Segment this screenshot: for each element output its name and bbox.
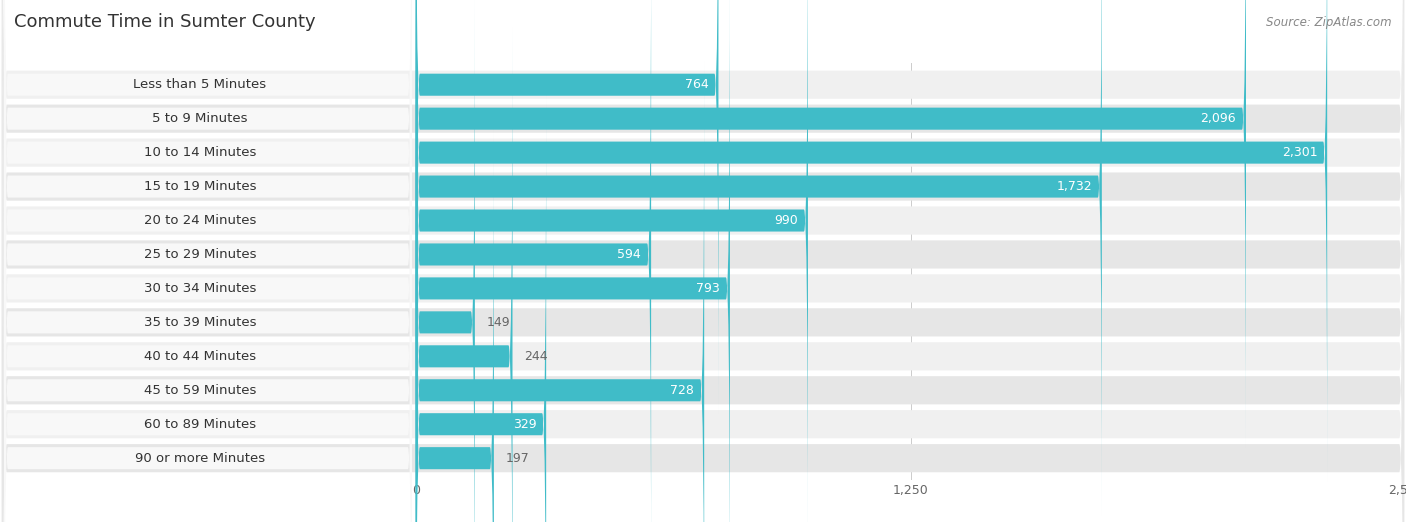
FancyBboxPatch shape [416, 0, 651, 522]
FancyBboxPatch shape [4, 0, 412, 515]
FancyBboxPatch shape [4, 0, 412, 522]
Text: 5 to 9 Minutes: 5 to 9 Minutes [152, 112, 247, 125]
Text: 25 to 29 Minutes: 25 to 29 Minutes [143, 248, 256, 261]
FancyBboxPatch shape [416, 28, 513, 522]
Text: Source: ZipAtlas.com: Source: ZipAtlas.com [1267, 16, 1392, 29]
FancyBboxPatch shape [416, 0, 730, 522]
FancyBboxPatch shape [416, 96, 546, 522]
Text: 197: 197 [506, 452, 530, 465]
FancyBboxPatch shape [416, 0, 1327, 481]
FancyBboxPatch shape [416, 129, 494, 522]
FancyBboxPatch shape [4, 0, 412, 522]
Text: 90 or more Minutes: 90 or more Minutes [135, 452, 266, 465]
FancyBboxPatch shape [416, 62, 704, 522]
FancyBboxPatch shape [4, 28, 412, 522]
FancyBboxPatch shape [4, 96, 412, 522]
FancyBboxPatch shape [416, 0, 475, 522]
Text: Less than 5 Minutes: Less than 5 Minutes [134, 78, 267, 91]
Text: 329: 329 [513, 418, 536, 431]
Text: 990: 990 [775, 214, 799, 227]
FancyBboxPatch shape [4, 62, 412, 522]
Text: 793: 793 [696, 282, 720, 295]
Text: 15 to 19 Minutes: 15 to 19 Minutes [143, 180, 256, 193]
Text: 728: 728 [671, 384, 695, 397]
FancyBboxPatch shape [4, 0, 412, 447]
Text: 764: 764 [685, 78, 709, 91]
FancyBboxPatch shape [1, 31, 1405, 522]
Text: 2,301: 2,301 [1282, 146, 1317, 159]
FancyBboxPatch shape [1, 65, 1405, 522]
Text: 30 to 34 Minutes: 30 to 34 Minutes [143, 282, 256, 295]
Text: 20 to 24 Minutes: 20 to 24 Minutes [143, 214, 256, 227]
FancyBboxPatch shape [416, 0, 718, 413]
Text: 244: 244 [524, 350, 548, 363]
FancyBboxPatch shape [1, 0, 1405, 512]
FancyBboxPatch shape [4, 0, 412, 481]
Text: 594: 594 [617, 248, 641, 261]
FancyBboxPatch shape [4, 0, 412, 413]
FancyBboxPatch shape [4, 129, 412, 522]
FancyBboxPatch shape [416, 0, 808, 522]
Text: 1,732: 1,732 [1056, 180, 1092, 193]
FancyBboxPatch shape [1, 0, 1405, 478]
Text: 45 to 59 Minutes: 45 to 59 Minutes [143, 384, 256, 397]
Text: 35 to 39 Minutes: 35 to 39 Minutes [143, 316, 256, 329]
FancyBboxPatch shape [416, 0, 1246, 447]
FancyBboxPatch shape [4, 0, 412, 522]
Text: 40 to 44 Minutes: 40 to 44 Minutes [143, 350, 256, 363]
Text: 60 to 89 Minutes: 60 to 89 Minutes [143, 418, 256, 431]
Text: 10 to 14 Minutes: 10 to 14 Minutes [143, 146, 256, 159]
FancyBboxPatch shape [416, 0, 1102, 515]
Text: Commute Time in Sumter County: Commute Time in Sumter County [14, 14, 316, 31]
Text: 2,096: 2,096 [1201, 112, 1236, 125]
Text: 149: 149 [486, 316, 510, 329]
FancyBboxPatch shape [4, 0, 412, 522]
